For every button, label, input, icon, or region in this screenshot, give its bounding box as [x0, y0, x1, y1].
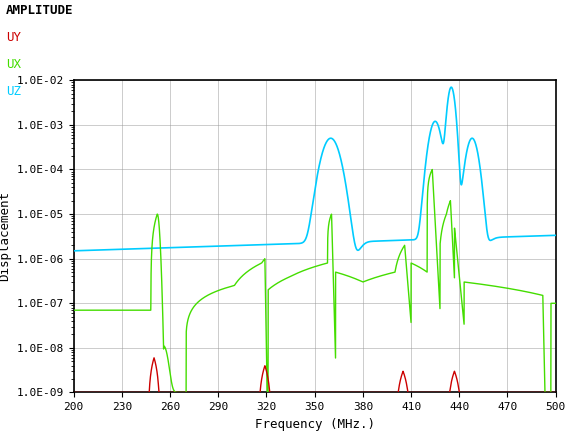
Y-axis label: Displacement: Displacement: [0, 191, 11, 281]
Text: AMPLITUDE: AMPLITUDE: [6, 4, 73, 17]
Text: UY: UY: [6, 31, 20, 44]
Text: UX: UX: [6, 58, 20, 71]
Text: UZ: UZ: [6, 85, 20, 98]
X-axis label: Frequency (MHz.): Frequency (MHz.): [255, 418, 375, 431]
